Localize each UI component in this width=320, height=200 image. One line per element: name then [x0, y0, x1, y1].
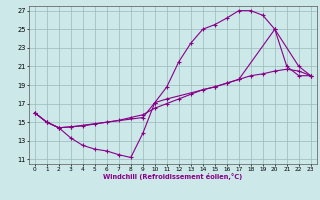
X-axis label: Windchill (Refroidissement éolien,°C): Windchill (Refroidissement éolien,°C) [103, 173, 243, 180]
